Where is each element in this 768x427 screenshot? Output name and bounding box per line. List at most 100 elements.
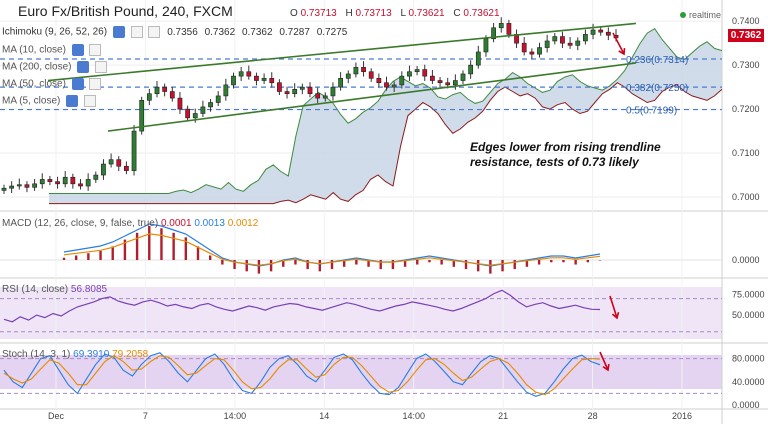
candle-body	[575, 40, 581, 46]
candle-body	[322, 95, 328, 99]
candle-body	[62, 176, 68, 185]
candle-body	[146, 93, 152, 101]
candle-body	[177, 97, 183, 110]
last-price-tag: 0.7362	[728, 29, 764, 42]
candle-body	[498, 23, 504, 29]
down-arrow-icon	[612, 32, 625, 55]
candle-body	[330, 86, 336, 97]
macd-histogram-bar	[574, 260, 577, 265]
candle-body	[460, 73, 466, 81]
eye-icon[interactable]	[71, 78, 84, 90]
ichimoku-value: 0.7362	[204, 26, 236, 38]
macd-histogram-bar	[160, 228, 163, 260]
price-tick-label: 0.7100	[732, 148, 760, 158]
candle-body	[32, 183, 37, 188]
settings-icon[interactable]	[95, 61, 108, 73]
time-tick-label: 2016	[672, 411, 692, 421]
candle-body	[399, 75, 405, 86]
time-axis: Dec 7 14:00 14 14:00 21 28 2016	[48, 411, 692, 421]
candle-body	[55, 181, 60, 185]
ma200-legend[interactable]: MA (200, close)	[2, 61, 108, 73]
candle-body	[16, 184, 22, 187]
candle-body	[544, 40, 550, 48]
symbol-title: Euro Fx/British Pound, 240, FXCM	[18, 3, 233, 19]
realtime-label: realtime	[689, 10, 722, 20]
macd-histogram-bar	[476, 260, 480, 272]
macd-histogram-bar	[355, 260, 358, 265]
stoch-legend[interactable]: Stoch (14, 3, 1) 69.3910 79.2058	[2, 349, 148, 360]
stoch-label: Stoch (14, 3, 1)	[2, 349, 71, 360]
macd-legend[interactable]: MACD (12, 26, close, 9, false, true) 0.0…	[2, 218, 258, 229]
rsi-legend[interactable]: RSI (14, close) 56.8085	[2, 284, 107, 295]
macd-histogram-bar	[379, 260, 382, 270]
candle-body	[445, 82, 451, 86]
eye-icon[interactable]	[112, 26, 125, 38]
analysis-annotation: Edges lower from rising trendline resist…	[470, 140, 661, 169]
eye-icon[interactable]	[77, 61, 90, 73]
rsi-line	[3, 289, 601, 323]
ma10-label: MA (10, close)	[2, 44, 66, 56]
open-value: 0.73713	[300, 8, 337, 19]
candle-body	[605, 31, 611, 36]
ma10-legend[interactable]: MA (10, close)	[2, 44, 102, 56]
eye-icon[interactable]	[66, 95, 79, 107]
ma50-label: MA (50, close)	[2, 78, 66, 90]
low-value: 0.73621	[408, 8, 445, 19]
ma5-label: MA (5, close)	[2, 95, 61, 107]
rsi-chart	[0, 289, 722, 333]
candle-body	[108, 159, 114, 165]
arrow-head-icon	[602, 363, 610, 372]
ma50-legend[interactable]: MA (50, close)	[2, 78, 102, 90]
candle-body	[468, 64, 474, 75]
candle-body	[368, 71, 374, 79]
time-tick-label: 7	[143, 411, 148, 421]
realtime-indicator[interactable]: realtime	[680, 10, 721, 20]
down-arrow-icon	[599, 351, 609, 371]
macd-histogram-bar	[306, 260, 309, 270]
macd-histogram-bar	[586, 260, 590, 263]
candle-body	[361, 67, 366, 73]
macd-value: 0.0001	[160, 218, 192, 229]
candle-body	[169, 91, 175, 99]
candle-body	[437, 80, 443, 84]
price-tick-label: 0.7300	[732, 60, 760, 70]
grid-lines	[0, 0, 722, 409]
macd-histogram-bar	[513, 260, 516, 270]
settings-icon[interactable]	[89, 78, 102, 90]
macd-histogram-bar	[135, 232, 139, 260]
settings-icon[interactable]	[83, 95, 96, 107]
macd-histogram-bar	[99, 250, 102, 260]
close-icon[interactable]	[148, 26, 161, 38]
ichimoku-legend[interactable]: Ichimoku (9, 26, 52, 26) 0.7356 0.7362 0…	[2, 26, 347, 38]
lower-trendline	[107, 62, 637, 132]
macd-histogram-bar	[257, 260, 261, 274]
ichimoku-value: 0.7287	[279, 26, 310, 38]
candle-body	[452, 80, 458, 86]
macd-histogram-bar	[452, 260, 456, 267]
macd-histogram-bar	[537, 260, 541, 265]
senkou-span-b	[49, 82, 723, 205]
ma5-legend[interactable]: MA (5, close)	[2, 95, 96, 107]
rsi-tick-label: 75.0000	[732, 289, 765, 299]
upper-trendline	[47, 22, 637, 82]
arrow-head-icon	[611, 311, 620, 320]
candle-body	[47, 179, 53, 182]
macd-histogram-bar	[440, 260, 443, 265]
settings-icon[interactable]	[89, 44, 102, 56]
settings-icon[interactable]	[130, 26, 143, 38]
fib-label: 0.382(0.7250)	[626, 83, 688, 94]
candle-body	[70, 176, 76, 185]
fibonacci-levels: 0.236(0.7314) 0.382(0.7250) 0.5(0.7199)	[0, 55, 722, 117]
macd-histogram-bar	[330, 260, 334, 270]
high-value: 0.73713	[355, 8, 392, 19]
macd-histogram-bar	[294, 260, 297, 265]
eye-icon[interactable]	[71, 44, 84, 56]
candle-body	[208, 102, 213, 108]
price-tick-label: 0.7200	[732, 104, 760, 114]
stoch-d-value: 79.2058	[112, 349, 149, 360]
candle-body	[537, 47, 542, 55]
candle-body	[254, 75, 259, 81]
candle-body	[583, 34, 588, 42]
macd-histogram-bar	[525, 260, 529, 267]
